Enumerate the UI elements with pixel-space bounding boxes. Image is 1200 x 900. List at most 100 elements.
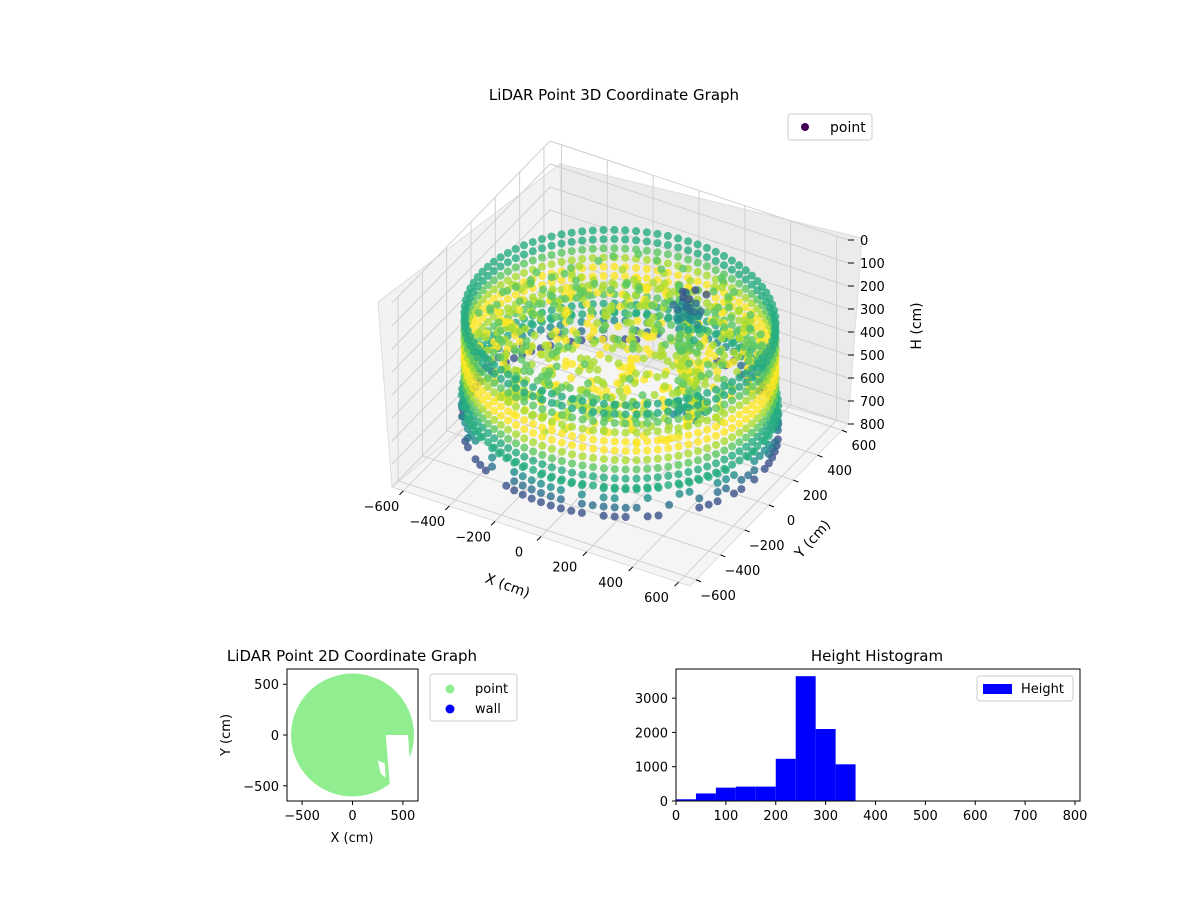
legend-histogram[interactable]: Height xyxy=(976,675,1074,702)
point-3d xyxy=(496,253,505,262)
point-3d xyxy=(467,421,476,430)
point-3d xyxy=(574,336,583,344)
point-3d xyxy=(481,466,490,475)
point-3d xyxy=(712,394,720,403)
point-3d xyxy=(686,276,695,285)
x-ticks-3d: −600 −400 −200 0 200 400 600 xyxy=(364,490,679,606)
point-3d xyxy=(537,470,545,479)
point-3d xyxy=(678,264,687,273)
histogram-bar xyxy=(715,787,736,801)
point-3d xyxy=(520,259,528,268)
point-3d xyxy=(685,487,694,496)
point-3d xyxy=(484,355,493,364)
point-3d xyxy=(599,409,608,418)
point-3d xyxy=(653,427,662,436)
x-tick-3d xyxy=(444,505,450,511)
point-3d xyxy=(517,355,526,364)
point-3d xyxy=(622,292,631,301)
point-3d xyxy=(744,471,753,480)
point-3d xyxy=(730,288,739,296)
point-3d xyxy=(520,250,528,259)
point-3d xyxy=(578,461,587,470)
point-3d xyxy=(664,425,673,434)
point-3d xyxy=(693,277,702,286)
point-3d xyxy=(557,258,566,266)
point-3d xyxy=(490,379,499,388)
chart-3d: LiDAR Point 3D Coordinate Graph −600 −400… xyxy=(364,86,925,606)
point-3d xyxy=(484,401,493,410)
point-3d xyxy=(496,374,505,383)
point-3d xyxy=(664,453,673,462)
point-3d xyxy=(693,249,702,258)
point-3d xyxy=(593,365,602,374)
point-3d xyxy=(518,463,527,472)
point-3d xyxy=(657,265,666,274)
point-3d xyxy=(610,419,619,428)
point-3d xyxy=(571,276,580,285)
point-3d xyxy=(504,434,513,443)
point-3d xyxy=(520,388,529,397)
point-3d xyxy=(691,379,700,388)
point-3d xyxy=(518,481,527,490)
plot-area-histogram xyxy=(675,668,1081,802)
legend-3d[interactable]: point xyxy=(787,113,873,141)
point-3d xyxy=(511,346,520,355)
point-3d xyxy=(504,398,513,407)
point-3d xyxy=(588,300,597,309)
chart-3d-title: LiDAR Point 3D Coordinate Graph xyxy=(489,86,739,104)
point-3d xyxy=(621,272,630,281)
point-3d xyxy=(567,256,576,265)
point-3d xyxy=(547,232,556,241)
point-3d xyxy=(715,347,724,356)
point-3d xyxy=(625,374,634,383)
y-tick-3d xyxy=(695,579,702,583)
point-3d xyxy=(632,227,641,236)
histogram-bar xyxy=(835,764,856,801)
point-3d xyxy=(521,324,530,333)
point-3d xyxy=(538,235,546,244)
point-3d xyxy=(578,443,587,452)
grid-line-z xyxy=(391,140,849,304)
point-3d xyxy=(557,411,566,419)
point-3d xyxy=(665,291,674,300)
point-3d xyxy=(473,344,482,353)
point-3d xyxy=(589,426,598,435)
point-3d xyxy=(712,385,720,394)
x-tick-label-3d: 0 xyxy=(515,546,523,561)
point-3d xyxy=(547,445,556,453)
point-3d xyxy=(664,407,673,416)
x-axis-label-3d: X (cm) xyxy=(483,571,532,602)
point-3d xyxy=(610,512,619,521)
point-3d xyxy=(568,468,577,477)
legend-3d-label: point xyxy=(830,120,866,136)
point-3d xyxy=(556,476,565,485)
point-3d xyxy=(529,456,538,465)
point-3d xyxy=(764,459,773,468)
point-3d xyxy=(712,413,720,422)
point-3d xyxy=(567,247,576,256)
point-3d xyxy=(679,346,688,355)
point-3d xyxy=(578,424,587,433)
point-3d xyxy=(748,391,757,400)
point-3d xyxy=(610,465,619,474)
point-3d xyxy=(621,419,630,428)
point-3d xyxy=(489,276,498,285)
point-3d xyxy=(557,438,566,447)
point-3d xyxy=(577,490,586,499)
point-3d xyxy=(642,237,651,246)
point-3d xyxy=(512,402,520,411)
point-3d xyxy=(663,259,672,268)
y-tick-3d xyxy=(768,504,775,508)
point-3d xyxy=(529,438,538,447)
legend-2d[interactable]: point wall xyxy=(429,673,518,722)
point-3d xyxy=(560,327,569,336)
point-3d xyxy=(576,354,585,363)
point-3d xyxy=(599,262,608,271)
y-tick-label-3d: −400 xyxy=(725,564,761,579)
point-3d xyxy=(684,422,693,430)
point-3d xyxy=(745,349,754,358)
point-3d xyxy=(742,387,751,396)
point-3d xyxy=(720,437,729,446)
point-3d xyxy=(538,386,547,395)
point-3d xyxy=(504,444,513,453)
